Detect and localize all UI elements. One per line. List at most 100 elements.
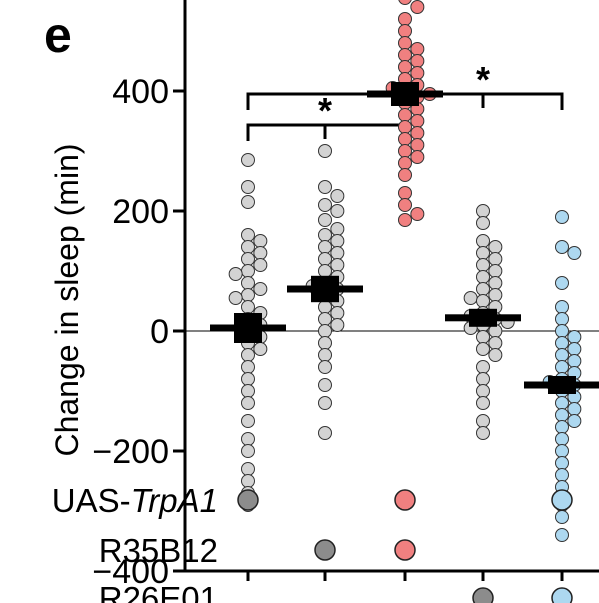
data-point [330,258,345,272]
data-point [555,468,569,482]
data-point [567,402,582,416]
data-point [555,324,569,338]
genotype-marker [314,539,336,561]
data-point [410,42,425,56]
y-tick-label: 400 [112,73,169,111]
data-point [318,198,332,212]
significance-star: * [476,59,490,100]
data-point [330,234,345,248]
data-point [410,150,425,164]
data-point [398,108,412,122]
data-point [567,246,582,260]
data-point [555,510,569,524]
data-point [476,204,490,218]
data-point [318,264,332,278]
data-point [476,342,490,356]
data-point [555,348,569,362]
data-point [241,414,255,428]
panel-letter: e [44,7,72,63]
data-point [476,270,490,284]
data-point [555,444,569,458]
mean-bars [210,82,599,394]
data-point [241,348,255,362]
data-point [398,213,412,227]
data-point [488,336,503,350]
data-point [241,228,255,242]
genotype-label: R26E01 [99,580,218,603]
data-point [241,474,255,488]
data-point [398,132,412,146]
genotype-marker [394,489,416,511]
genotype-label-italic: TrpA1 [131,482,218,519]
data-point [228,267,243,281]
data-point [476,216,490,230]
data-point [241,153,255,167]
sem-bar [234,313,262,343]
genotype-label: R35B12 [99,532,218,569]
data-point [555,276,569,290]
data-point [567,414,582,428]
data-point [241,288,255,302]
genotype-marker [237,489,259,511]
data-point [410,66,425,80]
data-point [555,408,569,422]
data-point [398,60,412,74]
data-point [318,228,332,242]
genotype-marker [472,587,494,603]
data-point [318,396,332,410]
data-point [398,198,412,212]
data-point [476,246,490,260]
data-point [318,360,332,374]
data-point [555,336,569,350]
data-point [241,180,255,194]
sem-bar [311,275,339,303]
data-point [555,210,569,224]
data-point [488,276,503,290]
data-point [318,213,332,227]
data-point [253,258,268,272]
data-point [476,258,490,272]
data-point [398,186,412,200]
data-point [555,300,569,314]
data-point [241,384,255,398]
data-point [330,222,345,236]
data-point [398,0,412,5]
data-point [555,432,569,446]
data-point [398,144,412,158]
data-point [410,207,425,221]
data-point [241,396,255,410]
data-point [488,252,503,266]
data-point [567,342,582,356]
data-point [318,312,332,326]
data-points [228,0,582,542]
data-point [241,252,255,266]
data-point [488,264,503,278]
data-point [318,144,332,158]
data-point [253,246,268,260]
y-tick-label: 0 [150,313,169,351]
data-point [476,396,490,410]
data-point [330,189,345,203]
data-point [410,54,425,68]
data-point [567,330,582,344]
significance-star: * [318,90,332,131]
genotype-label-plain: R35B12 [99,532,218,569]
data-point [410,138,425,152]
data-point [253,342,268,356]
data-point [318,324,332,338]
data-point [410,0,425,14]
data-point [410,114,425,128]
data-point [476,372,490,386]
data-point [241,276,255,290]
data-point [318,348,332,362]
data-point [330,204,345,218]
sem-bar [469,308,497,327]
data-point [330,318,345,332]
data-point [410,126,425,140]
data-point [555,360,569,374]
genotype-marker [551,587,573,603]
genotype-marker [394,539,416,561]
sem-bar [548,376,576,394]
data-point [488,240,503,254]
